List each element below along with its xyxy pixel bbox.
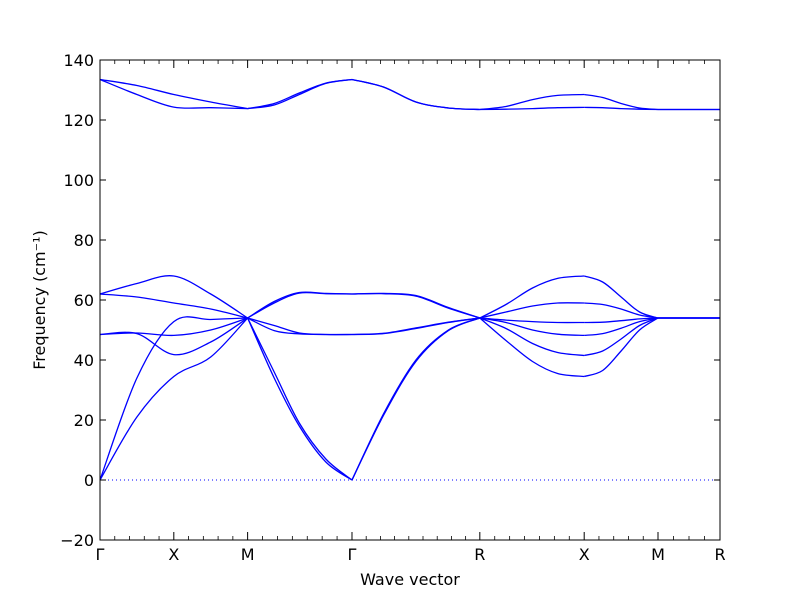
band-7-segment-4	[479, 317, 585, 357]
band-4-segment-1	[99, 293, 248, 319]
band-3-segment-1	[99, 275, 248, 319]
band-3-segment-4	[479, 275, 585, 319]
band-6-segment-4	[479, 317, 585, 337]
band-7-segment-1	[99, 316, 248, 481]
y-tick-label: 0	[84, 471, 94, 490]
y-tick-label: 60	[74, 291, 94, 310]
band-8-segment-2	[247, 317, 353, 481]
y-axis-label: Frequency (cm⁻¹)	[30, 230, 49, 369]
band-2-segment-3	[351, 78, 480, 111]
band-3-segment-5	[583, 275, 659, 319]
x-tick-label: R	[474, 545, 485, 564]
y-tick-label: 80	[74, 231, 94, 250]
x-tick-label: X	[168, 545, 179, 564]
band-4-segment-5	[584, 302, 659, 319]
band-1-segment-4	[479, 93, 585, 111]
y-tick-label: 40	[74, 351, 94, 370]
band-4-segment-3	[351, 292, 481, 319]
band-6-segment-2	[247, 317, 352, 336]
band-6-segment-3	[351, 317, 480, 336]
band-8-segment-4	[479, 317, 585, 378]
x-tick-label: Γ	[348, 545, 357, 564]
band-5-segment-5	[584, 317, 659, 324]
band-7-segment-2	[247, 317, 353, 481]
band-7-segment-5	[584, 317, 659, 357]
x-tick-label: Γ	[96, 545, 105, 564]
band-4-segment-4	[479, 302, 585, 319]
x-tick-label: R	[714, 545, 725, 564]
band-8-segment-3	[351, 317, 481, 481]
band-2-segment-1	[99, 78, 248, 110]
band-8-segment-1	[99, 317, 249, 481]
band-lines	[99, 78, 720, 481]
y-tick-label: −20	[60, 531, 94, 550]
band-4-segment-2	[247, 291, 352, 319]
y-tick-label: 140	[63, 51, 94, 70]
band-2-segment-2	[247, 78, 353, 110]
x-axis-label: Wave vector	[360, 570, 460, 589]
y-tick-label: 100	[63, 171, 94, 190]
band-2-segment-4	[479, 106, 585, 111]
x-tick-label: X	[579, 545, 590, 564]
y-tick-label: 20	[74, 411, 94, 430]
x-tick-label: M	[651, 545, 665, 564]
band-6-segment-5	[584, 317, 659, 337]
band-5-segment-4	[479, 317, 585, 324]
band-2-segment-5	[584, 106, 659, 111]
y-axis-ticks: −20 0 20 40 60 80 100 120 140	[60, 51, 720, 550]
y-tick-label: 120	[63, 111, 94, 130]
band-6-segment-1	[99, 317, 248, 356]
band-1-segment-1	[99, 78, 248, 110]
band-8-segment-5	[583, 317, 659, 378]
band-5-segment-1	[99, 317, 248, 337]
x-tick-label: M	[241, 545, 255, 564]
